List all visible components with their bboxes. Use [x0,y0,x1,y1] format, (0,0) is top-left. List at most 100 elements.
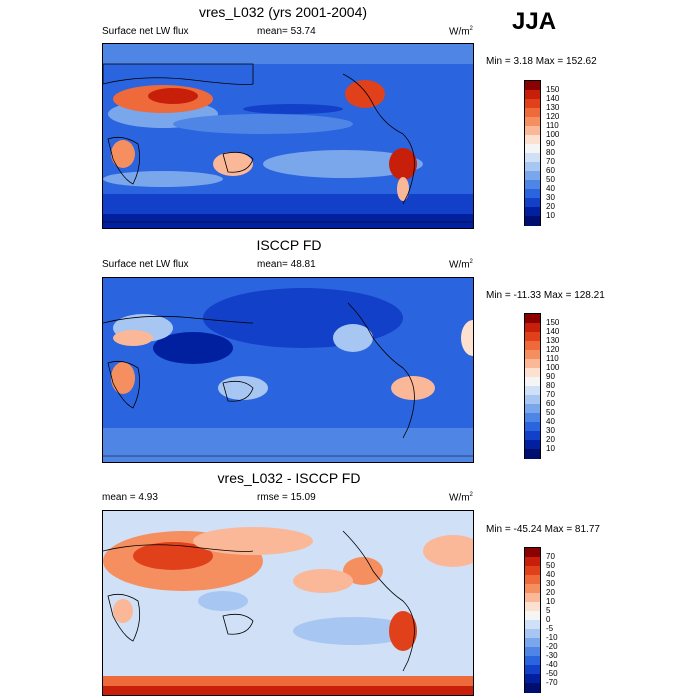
map-diff [102,510,474,696]
colorbar-segment [525,665,540,675]
colorbar-segment [525,566,540,576]
colorbar-segment [525,90,540,100]
colorbar-segment [525,629,540,639]
colorbar-tick-label: 60 [546,166,555,175]
colorbar-segment [525,602,540,612]
colorbar-segment [525,216,540,226]
colorbar-segment [525,359,540,369]
colorbar-segment [525,620,540,630]
colorbar-segment [525,323,540,333]
map-model [102,43,474,229]
colorbar-segment [525,431,540,441]
colorbar-tick-label: -50 [546,669,558,678]
colorbar-tick-label: 120 [546,112,560,121]
colorbar-tick-label: 130 [546,103,560,112]
colorbar-tick-label: 90 [546,372,555,381]
colorbar-tick-label: 130 [546,336,560,345]
colorbar-segment [525,135,540,145]
colorbar-tick-label: 80 [546,148,555,157]
colorbar-tick-label: 20 [546,435,555,444]
colorbar-tick-label: 10 [546,444,555,453]
colorbar-segment [525,153,540,163]
colorbar-segment [525,584,540,594]
colorbar-segment [525,99,540,109]
colorbar-segment [525,126,540,136]
colorbar-tick-label: 40 [546,570,555,579]
unit-label: W/m2 [449,492,473,504]
colorbar-tick-label: 140 [546,327,560,336]
center-label: rmse = 15.09 [257,492,316,503]
colorbar-segment [525,368,540,378]
colorbar-tick-label: -70 [546,678,558,687]
colorbar-segment [525,386,540,396]
colorbar-tick-label: 100 [546,363,560,372]
map-obs [102,277,474,463]
colorbar-tick-label: 80 [546,381,555,390]
colorbar-segment [525,593,540,603]
colorbar-tick-label: 40 [546,417,555,426]
center-label: mean= 48.81 [257,259,316,270]
colorbar-segment [525,314,540,324]
colorbar-segment [525,638,540,648]
unit-label: W/m2 [449,26,473,38]
colorbar-segment [525,611,540,621]
colorbar-segment [525,422,540,432]
colorbar-tick-label: -30 [546,651,558,660]
colorbar-tick-label: 5 [546,606,551,615]
colorbar-tick-label: -20 [546,642,558,651]
colorbar-tick-label: 30 [546,426,555,435]
colorbar-tick-label: 50 [546,408,555,417]
minmax-label: Min = 3.18 Max = 152.62 [486,56,597,67]
colorbar-tick-label: 120 [546,345,560,354]
colorbar-tick-label: -40 [546,660,558,669]
colorbar-tick-label: 30 [546,579,555,588]
colorbar-tick-label: 10 [546,597,555,606]
colorbar-segment [525,332,540,342]
colorbar-segment [525,189,540,199]
panel-title: vres_L032 (yrs 2001-2004) [198,4,368,20]
colorbar-tick-label: 110 [546,354,559,363]
colorbar-tick-label: 20 [546,588,555,597]
colorbar-segment [525,162,540,172]
colorbar-tick-label: 50 [546,561,555,570]
colorbar-tick-label: 10 [546,211,555,220]
colorbar-segment [525,171,540,181]
colorbar-segment [525,350,540,360]
colorbar-segment [525,449,540,459]
colorbar-segment [525,557,540,567]
colorbar-segment [525,395,540,405]
colorbar-tick-label: 60 [546,399,555,408]
colorbar-segment [525,377,540,387]
colorbar-segment [525,180,540,190]
colorbar-tick-label: 0 [546,615,551,624]
minmax-label: Min = -45.24 Max = 81.77 [486,524,600,535]
season-label: JJA [512,8,557,35]
panel-title: vres_L032 - ISCCP FD [217,470,361,486]
minmax-label: Min = -11.33 Max = 128.21 [486,290,605,301]
unit-label: W/m2 [449,259,473,271]
left-label: Surface net LW flux [102,26,189,37]
colorbar-tick-label: 70 [546,157,555,166]
left-label: mean = 4.93 [102,492,158,503]
colorbar-obs [524,313,541,459]
colorbar-segment [525,440,540,450]
colorbar-segment [525,207,540,217]
colorbar-tick-label: 110 [546,121,559,130]
colorbar-tick-label: -10 [546,633,558,642]
colorbar-segment [525,81,540,91]
colorbar-segment [525,341,540,351]
colorbar-tick-label: -5 [546,624,554,633]
colorbar-segment [525,647,540,657]
colorbar-segment [525,656,540,666]
colorbar-tick-label: 150 [546,85,560,94]
colorbar-tick-label: 70 [546,390,555,399]
colorbar-tick-label: 70 [546,552,555,561]
left-label: Surface net LW flux [102,259,189,270]
colorbar-segment [525,548,540,558]
colorbar-segment [525,674,540,684]
colorbar-diff [524,547,541,693]
colorbar-tick-label: 100 [546,130,560,139]
colorbar-tick-label: 20 [546,202,555,211]
colorbar-segment [525,575,540,585]
colorbar-segment [525,117,540,127]
